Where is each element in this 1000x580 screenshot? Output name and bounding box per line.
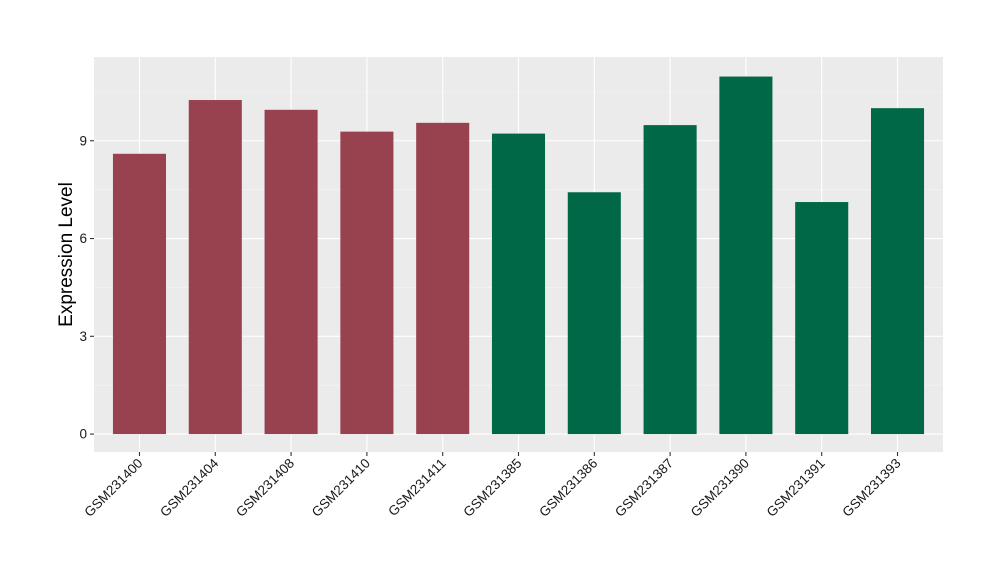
bar-GSM231387 <box>643 125 697 435</box>
bar-GSM231386 <box>567 192 621 435</box>
x-tick-label: GSM231404 <box>157 455 222 520</box>
y-tick-label: 6 <box>79 231 87 246</box>
y-tick-label: 9 <box>79 133 87 148</box>
x-tick-label: GSM231391 <box>764 456 828 520</box>
bar-GSM231393 <box>870 108 925 435</box>
bar-GSM231390 <box>719 76 773 435</box>
bar-GSM231411 <box>416 122 470 435</box>
x-tick-label: GSM231386 <box>536 456 600 520</box>
bar-GSM231408 <box>264 109 318 435</box>
bar-GSM231385 <box>491 133 546 435</box>
bars <box>112 76 925 435</box>
y-axis-title: Expression Level <box>56 182 77 327</box>
y-axis: 0 3 6 9 <box>79 133 94 442</box>
x-axis: GSM231400 GSM231404 GSM231408 GSM231410 GSM2… <box>81 452 904 520</box>
x-tick-label: GSM231390 <box>688 456 752 520</box>
x-tick-label: GSM231385 <box>460 456 524 520</box>
bar-GSM231404 <box>188 100 242 435</box>
y-tick-label: 0 <box>79 427 87 442</box>
bar-GSM231410 <box>340 131 394 435</box>
y-tick-label: 3 <box>79 329 87 344</box>
x-tick-label: GSM231400 <box>81 456 145 520</box>
x-tick-label: GSM231393 <box>839 456 903 520</box>
x-tick-label: GSM231410 <box>309 456 373 520</box>
x-tick-label: GSM231411 <box>385 456 449 520</box>
bar-GSM231391 <box>795 202 849 435</box>
x-tick-label: GSM231408 <box>233 456 297 520</box>
x-tick-label: GSM231387 <box>612 456 676 520</box>
bar-GSM231400 <box>112 153 167 435</box>
